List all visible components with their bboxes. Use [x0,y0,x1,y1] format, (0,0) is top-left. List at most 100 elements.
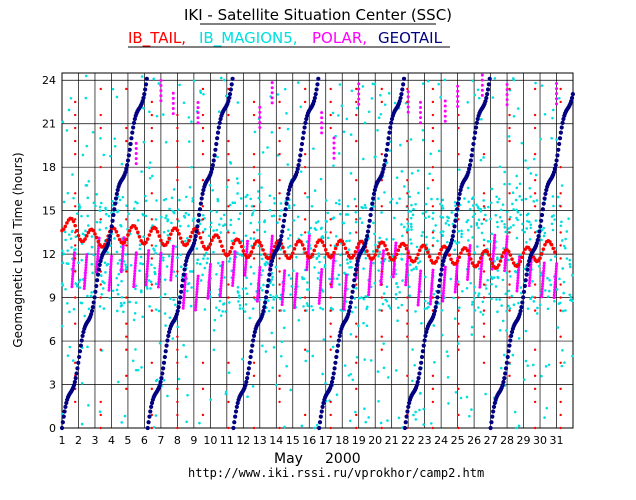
magion5-point [71,229,74,233]
polar-point [443,268,447,272]
magion5-point [103,261,107,265]
polar-point [318,291,322,295]
magion5-point [525,213,529,217]
geotail-point [451,229,456,234]
magion5-point [499,208,503,212]
polar-point [380,267,384,271]
magion5-point [299,105,303,109]
magion5-point [215,306,218,309]
polar-point [145,264,149,268]
magion5-point [459,396,463,400]
geotail-point [331,371,336,376]
polar-point [171,252,175,256]
polar-point [293,300,297,304]
polar-point [258,115,262,119]
magion5-point [261,151,265,154]
magion5-point [557,96,561,100]
geotail-point [491,404,497,410]
magion5-point [227,260,231,263]
magion5-point [189,304,193,308]
polar-point [72,251,76,255]
geotail-point [127,147,132,152]
magion5-point [241,287,245,291]
magion5-point [199,279,203,282]
magion5-point [95,192,99,196]
ib-tail-point [559,165,562,169]
polar-point [318,296,322,300]
geotail-point [277,241,282,246]
magion5-point [534,81,537,85]
ib-tail-point [282,250,287,254]
polar-point [134,152,138,156]
ib-tail-point [406,192,409,195]
magion5-point [306,304,310,308]
polar-point [295,277,299,281]
magion5-point [507,304,510,308]
polar-point [181,306,185,310]
magion5-point [252,209,256,212]
ib-tail-point [482,283,486,286]
polar-point [196,277,200,281]
x-tick-label: 19 [352,434,366,447]
magion5-point [313,426,316,430]
ib-tail-point [406,87,409,91]
geotail-point [522,283,527,289]
magion5-point [136,368,140,372]
ib-tail-point [220,244,224,248]
magion5-point [209,398,212,401]
geotail-point [389,116,395,122]
magion5-point [476,88,480,92]
ib-tail-point [330,253,335,258]
polar-point [368,280,372,284]
magion5-point [439,202,442,206]
ib-tail-point [508,126,511,130]
magion5-point [123,414,127,418]
geotail-point [106,241,111,246]
magion5-point [268,194,272,198]
geotail-point [456,196,461,201]
magion5-point [542,226,546,230]
magion5-point [432,324,436,327]
magion5-point [466,186,470,190]
polar-point [132,279,136,283]
magion5-point [536,306,539,310]
magion5-point [268,281,272,285]
polar-point [120,264,124,268]
geotail-point [333,360,338,365]
ib-tail-point [457,413,460,417]
magion5-point [184,355,188,359]
magion5-point [371,82,375,86]
magion5-point [120,279,123,283]
magion5-point [471,196,475,199]
magion5-point [496,200,499,204]
magion5-point [71,359,75,362]
geotail-point [248,354,253,360]
magion5-point [511,191,515,195]
magion5-point [394,272,397,276]
magion5-point [466,228,470,232]
magion5-point [460,229,463,233]
magion5-point [202,213,205,217]
geotail-point [91,300,96,305]
magion5-point [400,223,403,226]
magion5-point [229,162,233,165]
geotail-point [250,343,255,348]
magion5-point [111,200,114,203]
geotail-point [471,141,476,147]
magion5-point [550,215,554,218]
geotail-point [95,278,100,283]
geotail-point [165,338,170,343]
geotail-point [544,187,549,193]
geotail-point [350,289,355,294]
geotail-point [81,329,86,335]
magion5-point [471,215,475,219]
magion5-point [545,406,549,410]
polar-point [394,244,398,248]
magion5-point [286,163,290,166]
magion5-point [558,277,561,281]
magion5-point [551,116,554,120]
polar-point [82,286,86,290]
magion5-point [306,195,309,199]
magion5-point [363,358,367,361]
magion5-point [102,307,106,310]
